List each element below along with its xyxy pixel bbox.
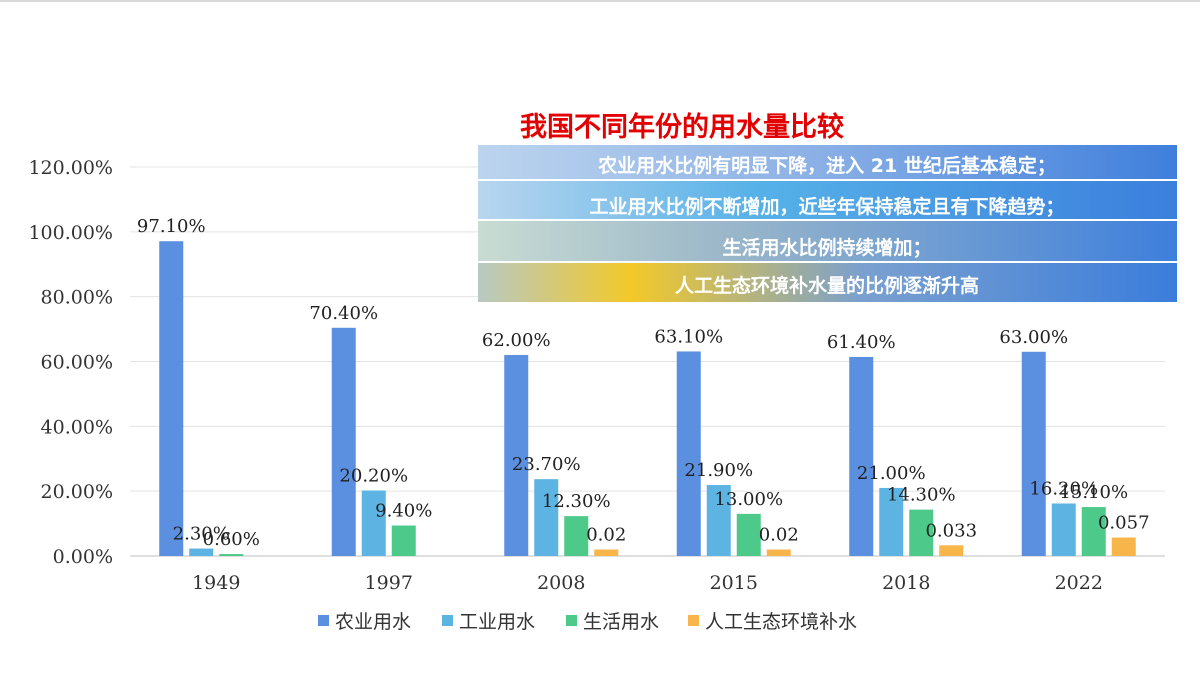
y-tick-label: 100.00% xyxy=(28,222,113,244)
data-label: 62.00% xyxy=(482,330,551,351)
y-tick-label: 40.00% xyxy=(41,416,113,438)
legend-swatch xyxy=(442,615,453,626)
bar xyxy=(736,513,761,556)
bar xyxy=(219,554,244,556)
bar xyxy=(331,327,356,556)
data-label: 21.00% xyxy=(857,463,926,484)
data-label: 12.30% xyxy=(542,491,611,512)
chart-title: 我国不同年份的用水量比较 xyxy=(520,111,844,143)
data-label: 63.10% xyxy=(654,326,723,347)
x-tick-label: 2018 xyxy=(882,572,930,594)
x-tick-label: 1949 xyxy=(192,572,240,594)
bar xyxy=(1081,507,1106,556)
data-label: 15.10% xyxy=(1059,482,1128,503)
bar xyxy=(189,548,214,556)
annotation-line-1: 农业用水比例有明显下降，进入 21 世纪后基本稳定； xyxy=(597,154,1056,177)
data-label: 0.033 xyxy=(925,520,977,541)
bar xyxy=(504,355,529,556)
x-tick-label: 1997 xyxy=(365,572,413,594)
data-label: 23.70% xyxy=(512,454,581,475)
x-tick-label: 2022 xyxy=(1055,572,1103,594)
data-labels: 97.10% 2.30%0.60% 70.40% 20.20% 9.40% 62.00% 2… xyxy=(137,216,1150,550)
data-label: 70.40% xyxy=(309,303,378,324)
y-tick-label: 120.00% xyxy=(28,157,113,179)
data-label: 0.02 xyxy=(759,525,799,546)
legend-label: 工业用水 xyxy=(459,611,535,633)
bar xyxy=(1111,537,1136,556)
bar xyxy=(766,549,791,556)
annotation-band-1 xyxy=(478,145,1177,179)
legend: 农业用水 工业用水 生活用水 人工生态环境补水 xyxy=(318,611,857,633)
bar xyxy=(706,485,731,556)
bar xyxy=(1051,503,1076,556)
annotation-line-4: 人工生态环境补水量的比例逐渐升高 xyxy=(675,274,979,297)
legend-label: 人工生态环境补水 xyxy=(705,611,857,633)
data-label: 0.02 xyxy=(586,525,626,546)
data-label: 0.60% xyxy=(203,529,260,550)
annotation-band-3 xyxy=(478,221,1177,261)
y-tick-label: 0.00% xyxy=(53,546,113,568)
y-tick-label: 20.00% xyxy=(41,481,113,503)
annotation-box: 农业用水比例有明显下降，进入 21 世纪后基本稳定； 工业用水比例不断增加，近些… xyxy=(478,145,1177,302)
bar xyxy=(534,479,559,556)
bar xyxy=(361,490,386,556)
annotation-band-2 xyxy=(478,181,1177,219)
data-label: 0.057 xyxy=(1098,513,1150,534)
data-label: 21.90% xyxy=(684,460,753,481)
legend-label: 生活用水 xyxy=(583,611,659,633)
y-tick-label: 60.00% xyxy=(41,352,113,374)
data-label: 97.10% xyxy=(137,216,206,237)
bar xyxy=(676,351,701,556)
annotation-line-2: 工业用水比例不断增加，近些年保持稳定且有下降趋势； xyxy=(589,195,1064,218)
bar xyxy=(594,549,619,556)
bar xyxy=(879,487,904,556)
legend-label: 农业用水 xyxy=(335,611,411,633)
legend-swatch xyxy=(566,615,577,626)
bar xyxy=(1021,351,1046,556)
x-tick-label: 2015 xyxy=(710,572,758,594)
data-label: 20.20% xyxy=(339,466,408,487)
annotation-line-3: 生活用水比例持续增加； xyxy=(722,236,931,259)
legend-swatch xyxy=(318,615,329,626)
legend-swatch xyxy=(688,615,699,626)
bar xyxy=(391,525,416,556)
bar xyxy=(159,241,184,556)
data-label: 2.30% xyxy=(173,524,230,545)
annotation-band-4 xyxy=(478,263,1177,302)
x-axis-tick-labels: 1949 1997 2008 2015 2018 2022 xyxy=(192,572,1103,594)
data-label: 63.00% xyxy=(999,327,1068,348)
bar xyxy=(939,545,964,556)
y-tick-label: 80.00% xyxy=(41,287,113,309)
data-label: 9.40% xyxy=(375,501,432,522)
data-label: 14.30% xyxy=(887,485,956,506)
x-tick-label: 2008 xyxy=(537,572,585,594)
data-label: 16.20% xyxy=(1029,478,1098,499)
data-label: 61.40% xyxy=(827,332,896,353)
data-label: 13.00% xyxy=(714,489,783,510)
y-axis-tick-labels: 0.00% 20.00% 40.00% 60.00% 80.00% 100.00% 120.… xyxy=(28,157,113,568)
bar xyxy=(564,516,589,556)
bars xyxy=(159,241,1136,556)
bar xyxy=(909,509,934,556)
bar xyxy=(849,356,874,556)
